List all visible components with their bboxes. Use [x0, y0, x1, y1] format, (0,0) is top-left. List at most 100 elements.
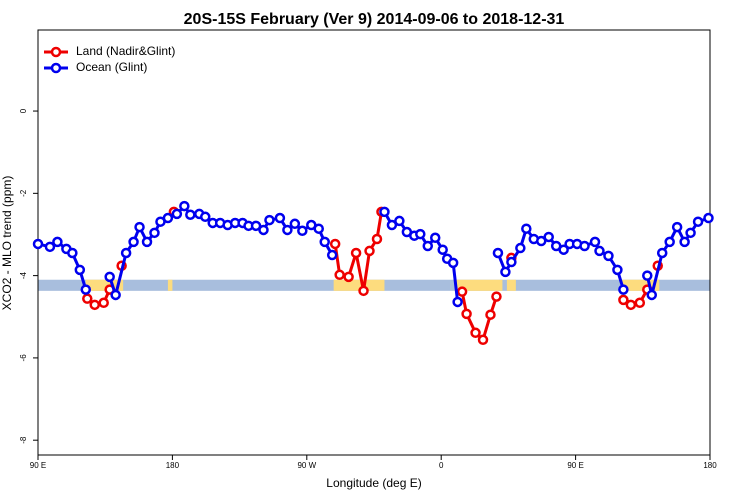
- series-point: [120, 247, 132, 259]
- y-tick-label: 0: [19, 108, 28, 113]
- chart-title: 20S-15S February (Ver 9) 2014-09-06 to 2…: [184, 11, 565, 28]
- x-tick-label: 90 E: [30, 461, 46, 470]
- series-point: [32, 238, 44, 250]
- series-point: [52, 236, 63, 248]
- series-point: [128, 236, 139, 248]
- series-point: [447, 257, 459, 269]
- legend-label: Ocean (Glint): [76, 60, 147, 74]
- series-point: [589, 236, 601, 248]
- series-point: [452, 296, 463, 308]
- land-band: [620, 279, 660, 291]
- series-point: [429, 232, 441, 244]
- x-axis-label: Longitude (deg E): [326, 476, 421, 490]
- series-point: [642, 270, 653, 281]
- x-tick-label: 90 W: [297, 461, 316, 470]
- series-point: [543, 231, 554, 243]
- series-point: [415, 228, 426, 240]
- series-point: [618, 294, 629, 306]
- series-point: [289, 218, 301, 230]
- series-point: [104, 271, 115, 283]
- series-point: [364, 245, 375, 257]
- legend-label: Land (Nadir&Glint): [76, 44, 175, 58]
- series-point: [134, 221, 145, 233]
- x-tick-label: 180: [703, 461, 717, 470]
- series-point: [282, 224, 293, 236]
- series-point: [264, 214, 275, 226]
- series-point: [371, 233, 383, 245]
- series-point: [162, 212, 174, 224]
- land-band: [506, 279, 516, 291]
- series-point: [492, 247, 504, 259]
- series-point: [579, 240, 590, 252]
- land-band: [454, 279, 503, 291]
- series-point: [437, 244, 448, 255]
- series-point: [612, 264, 623, 276]
- series-point: [671, 221, 683, 233]
- series-point: [185, 209, 196, 220]
- y-tick-label: -6: [19, 354, 28, 362]
- x-tick-label: 0: [439, 461, 444, 470]
- series-point: [625, 299, 637, 311]
- series-point: [386, 219, 398, 231]
- series-point: [379, 206, 390, 218]
- series-point: [634, 297, 646, 309]
- series-point: [664, 236, 675, 248]
- series-point: [67, 247, 78, 259]
- series-point: [679, 236, 690, 248]
- series-point: [685, 227, 696, 239]
- series-point: [506, 256, 517, 268]
- series-point: [536, 235, 547, 247]
- series-point: [319, 236, 330, 248]
- series-point: [258, 224, 269, 236]
- series-point: [89, 299, 100, 311]
- series-point: [358, 285, 369, 297]
- series-point: [692, 216, 704, 227]
- series-point: [334, 269, 345, 281]
- series-point: [703, 212, 714, 224]
- series-point: [274, 212, 286, 224]
- legend-marker: [50, 62, 62, 74]
- series-point: [470, 327, 481, 339]
- series-point: [646, 289, 658, 301]
- series-point: [422, 240, 434, 252]
- series-point: [179, 200, 190, 212]
- series-point: [326, 249, 338, 261]
- y-tick-label: -8: [19, 436, 28, 444]
- series-point: [618, 284, 629, 295]
- land-band: [333, 279, 385, 291]
- series-point: [485, 309, 496, 320]
- y-axis-label: XCO2 - MLO trend (ppm): [0, 176, 14, 311]
- series-point: [350, 247, 362, 259]
- x-tick-label: 180: [166, 461, 180, 470]
- series-point: [594, 245, 605, 257]
- series-point: [313, 223, 324, 234]
- series-point: [98, 297, 109, 309]
- series-point: [456, 286, 468, 297]
- series-point: [521, 223, 532, 234]
- series-point: [297, 225, 308, 237]
- series-point: [656, 247, 668, 259]
- x-tick-label: 90 E: [567, 461, 583, 470]
- series-point: [171, 208, 183, 220]
- land-band: [85, 279, 124, 291]
- series-point: [44, 241, 56, 253]
- land-band: [167, 279, 173, 291]
- series-point: [329, 238, 341, 250]
- series-point: [200, 211, 211, 223]
- series-point: [500, 266, 511, 278]
- series-point: [515, 242, 526, 254]
- series-point: [110, 289, 121, 301]
- series-point: [477, 334, 489, 346]
- y-tick-label: -4: [19, 272, 28, 280]
- series-point: [80, 284, 92, 295]
- series-point: [491, 291, 502, 302]
- legend-marker: [50, 46, 62, 58]
- series-point: [149, 227, 160, 239]
- series-point: [343, 271, 354, 283]
- series-point: [461, 308, 472, 320]
- series-point: [558, 244, 569, 255]
- series-point: [82, 293, 93, 304]
- series-point: [74, 264, 86, 276]
